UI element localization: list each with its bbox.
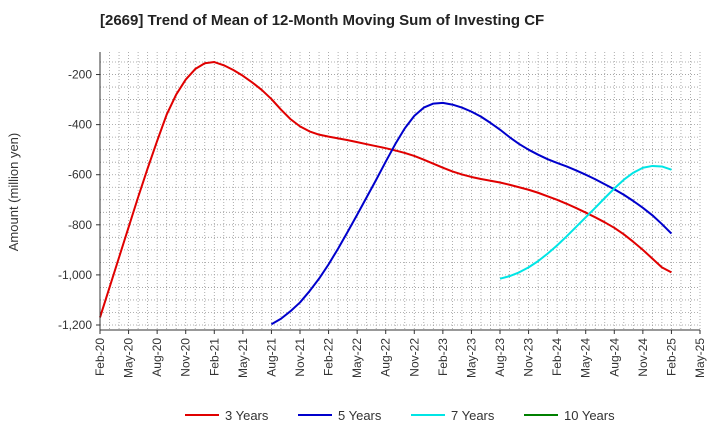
x-tick-label: Feb-20 (93, 338, 107, 376)
y-tick-label: -1,200 (58, 318, 92, 332)
x-tick-label: May-24 (579, 338, 593, 378)
x-tick-label: Feb-24 (550, 338, 564, 376)
chart-title: [2669] Trend of Mean of 12-Month Moving … (100, 12, 545, 29)
x-tick-label: Feb-22 (322, 338, 336, 376)
x-tick-label: Nov-24 (636, 338, 650, 377)
x-tick-label: Feb-25 (664, 338, 678, 376)
y-tick-label: -1,000 (58, 268, 92, 282)
x-tick-label: May-22 (350, 338, 364, 378)
series-line-2 (270, 101, 673, 326)
x-tick-label: May-23 (464, 338, 478, 378)
x-tick-label: Aug-24 (607, 338, 621, 377)
grid (99, 52, 701, 330)
x-tick-label: Aug-23 (493, 338, 507, 377)
series-line-1 (99, 61, 672, 318)
legend-label-4: 10 Years (564, 408, 615, 423)
legend: 3 Years 5 Years 7 Years 10 Years (185, 408, 615, 423)
x-tick-label: Nov-21 (293, 338, 307, 377)
x-tick-label: May-20 (122, 338, 136, 378)
plot-area (100, 52, 700, 330)
x-tick-label: Aug-21 (264, 338, 278, 377)
x-tick-label: Feb-23 (436, 338, 450, 376)
series-line-3 (499, 164, 672, 280)
x-tick-label: Feb-21 (207, 338, 221, 376)
y-tick-label: -600 (68, 168, 92, 182)
x-tick-label: May-21 (236, 338, 250, 378)
x-tick-label: May-25 (693, 338, 707, 378)
legend-label-2: 5 Years (338, 408, 382, 423)
x-tick-label: Nov-20 (179, 338, 193, 377)
series-lines (99, 61, 673, 326)
x-tick-label: Aug-22 (379, 338, 393, 377)
legend-label-1: 3 Years (225, 408, 269, 423)
x-tick-label: Aug-20 (150, 338, 164, 377)
y-tick-label: -200 (68, 68, 92, 82)
y-tick-label: -400 (68, 118, 92, 132)
legend-label-3: 7 Years (451, 408, 495, 423)
y-axis-label: Amount (million yen) (6, 133, 21, 252)
x-tick-label: Nov-23 (522, 338, 536, 377)
y-tick-label: -800 (68, 218, 92, 232)
x-tick-label: Nov-22 (407, 338, 421, 377)
